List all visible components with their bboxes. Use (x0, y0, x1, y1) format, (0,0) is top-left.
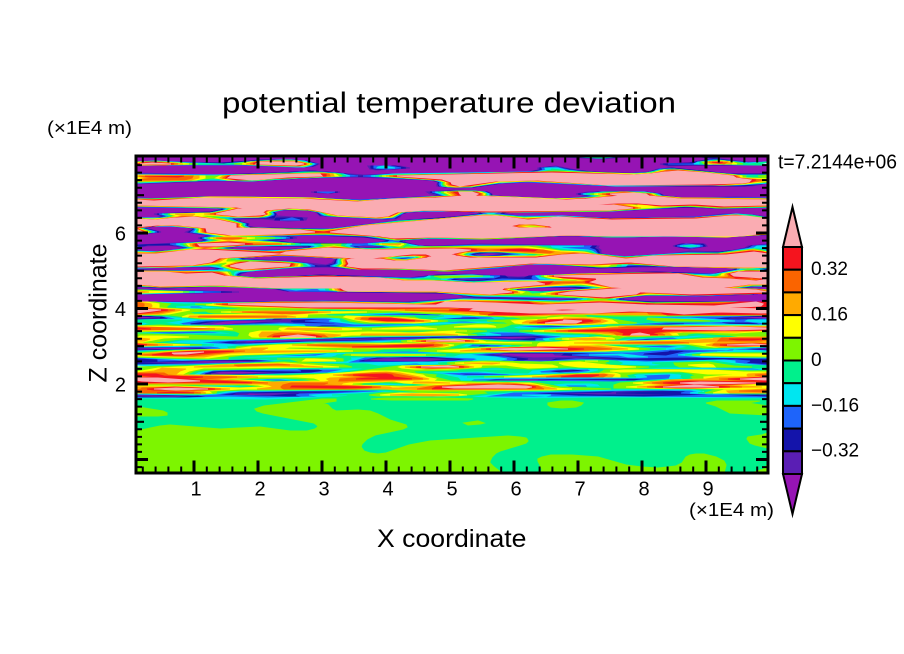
svg-text:4: 4 (115, 299, 126, 321)
svg-text:(×1E4 m): (×1E4 m) (689, 500, 774, 520)
svg-text:potential temperature deviatio: potential temperature deviation (222, 88, 676, 120)
svg-text:8: 8 (638, 479, 649, 501)
svg-text:1: 1 (190, 479, 201, 501)
svg-text:3: 3 (318, 479, 329, 501)
svg-text:0: 0 (811, 350, 822, 371)
svg-text:0.32: 0.32 (811, 259, 848, 280)
svg-text:t=7.2144e+06: t=7.2144e+06 (778, 152, 897, 174)
svg-text:(×1E4 m): (×1E4 m) (47, 118, 132, 138)
svg-text:6: 6 (510, 479, 521, 501)
svg-text:5: 5 (446, 479, 457, 501)
svg-text:6: 6 (115, 223, 126, 245)
svg-text:−0.32: −0.32 (811, 441, 859, 462)
svg-text:7: 7 (574, 479, 585, 501)
svg-text:4: 4 (382, 479, 393, 501)
svg-text:2: 2 (115, 374, 126, 396)
svg-text:X coordinate: X coordinate (377, 525, 527, 553)
svg-text:2: 2 (254, 479, 265, 501)
svg-text:0.16: 0.16 (811, 305, 848, 326)
svg-text:−0.16: −0.16 (811, 395, 859, 416)
svg-text:9: 9 (702, 479, 713, 501)
svg-text:Z coordinate: Z coordinate (85, 244, 113, 383)
